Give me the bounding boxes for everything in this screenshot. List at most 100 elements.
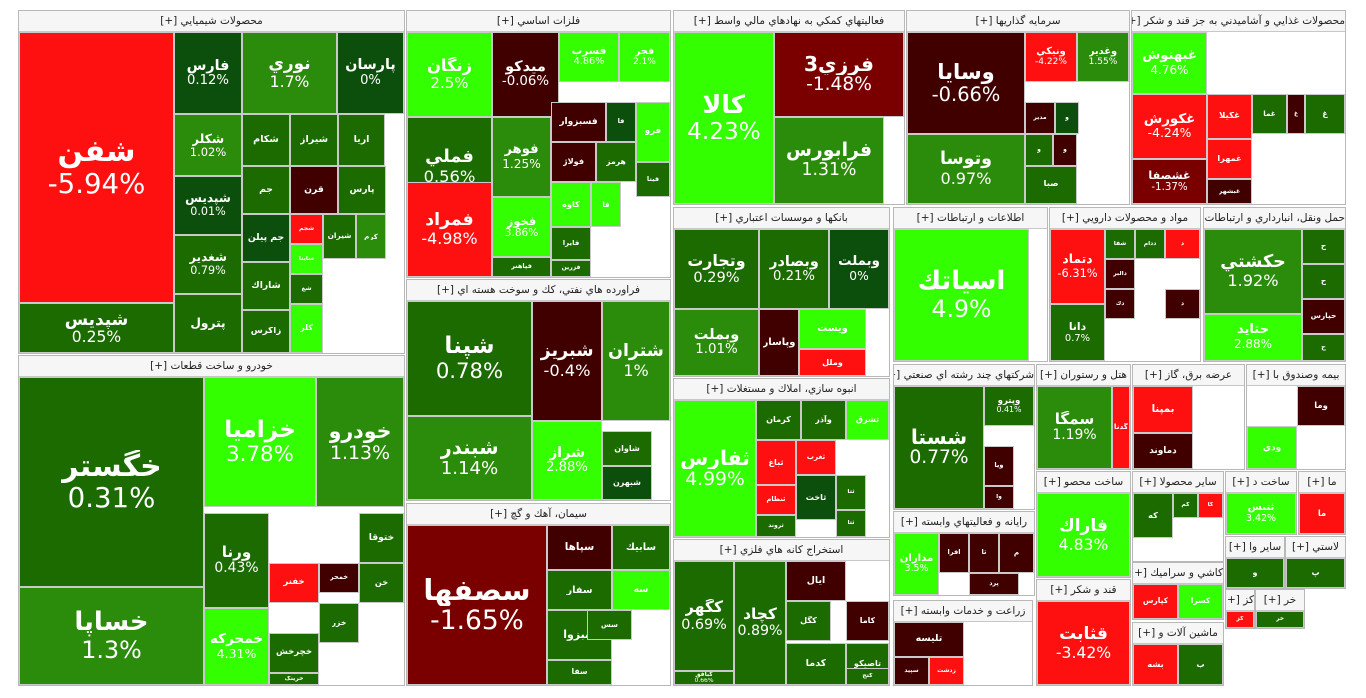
stock-tile[interactable]: كبافق 0.66% [674, 671, 734, 685]
stock-tile[interactable]: ويست [799, 309, 866, 349]
stock-tile[interactable]: فمراد -4.98% [407, 182, 492, 277]
stock-tile[interactable]: وتوسا 0.97% [907, 134, 1025, 204]
stock-tile[interactable]: وملل [799, 349, 866, 376]
sector-title[interactable]: سيمان، آهك و گچ [+] [407, 504, 670, 525]
stock-tile[interactable]: و [1053, 134, 1077, 166]
sector-title[interactable]: ساخت د [+] [1226, 472, 1296, 493]
stock-tile[interactable]: بمپنا [1133, 386, 1193, 433]
sector-title[interactable]: ماشين آلات و [+] [1133, 623, 1223, 644]
stock-tile[interactable]: ختوقا [359, 513, 404, 563]
stock-tile[interactable]: ثتا [836, 510, 866, 537]
stock-tile[interactable]: كم [1173, 493, 1198, 518]
sector-title[interactable]: محصولات غذايي و آشاميدني به جز قند و شكر… [1132, 11, 1345, 32]
sector-title[interactable]: ساير وا [+] [1226, 537, 1284, 558]
stock-tile[interactable]: پرد [969, 573, 1019, 595]
stock-tile[interactable]: پارسان 0% [337, 32, 404, 114]
sector-title[interactable]: هتل و رستوران [+] [1037, 365, 1130, 386]
stock-tile[interactable]: دالبر [1105, 259, 1135, 289]
stock-tile[interactable]: شپنا 0.78% [407, 301, 532, 416]
stock-tile[interactable]: خمحر [319, 563, 359, 593]
stock-tile[interactable]: م [999, 533, 1034, 573]
stock-tile[interactable]: سس [587, 610, 632, 640]
stock-tile[interactable]: خزاميا 3.78% [204, 377, 316, 507]
sector-title[interactable]: ساير محصولا [+] [1133, 472, 1223, 493]
sector-title[interactable]: محصولات شيميايي [+] [19, 11, 404, 32]
stock-tile[interactable]: پترول [174, 294, 242, 353]
stock-tile[interactable]: وبملت 0% [829, 229, 889, 309]
sector-title[interactable]: سرمايه گذاريها [+] [907, 11, 1129, 32]
sector-title[interactable]: فلزات اساسي [+] [407, 11, 670, 32]
stock-tile[interactable]: سمگا 1.19% [1037, 386, 1112, 469]
stock-tile[interactable]: ثتبس 3.42% [1226, 493, 1296, 534]
stock-tile[interactable]: ميدكو -0.06% [492, 32, 559, 117]
stock-tile[interactable]: ح [1302, 334, 1345, 361]
stock-tile[interactable]: كسرا [1178, 584, 1223, 619]
stock-tile[interactable]: شپديس 0.25% [19, 303, 174, 353]
sector-title[interactable]: ساخت محصو [+] [1037, 472, 1130, 493]
stock-tile[interactable]: شكام [242, 114, 290, 166]
stock-tile[interactable]: شاراك [242, 262, 290, 310]
stock-tile[interactable]: غشصفا -1.37% [1132, 159, 1207, 204]
sector-title[interactable]: فراورده هاي نفتي، كك و سوخت هسته اي [+] [407, 280, 670, 301]
stock-tile[interactable]: ساينا [290, 244, 323, 274]
sector-title[interactable]: عرضه برق، گاز [+] [1133, 365, 1244, 386]
stock-tile[interactable]: وما [1297, 386, 1345, 426]
stock-tile[interactable]: ورنا 0.43% [204, 513, 269, 608]
stock-tile[interactable]: آريا [338, 114, 385, 166]
stock-tile[interactable]: كز [1226, 611, 1254, 628]
stock-tile[interactable]: سپاها [547, 525, 612, 570]
sector-title[interactable]: خر [+] [1256, 590, 1304, 611]
sector-title[interactable]: زراعت و خدمات وابسته [+] [894, 601, 1032, 622]
stock-tile[interactable]: وآذر [801, 400, 846, 440]
stock-tile[interactable]: و [1055, 102, 1079, 134]
stock-tile[interactable]: شبهرن [602, 466, 652, 500]
stock-tile[interactable]: افرا [939, 533, 969, 573]
stock-tile[interactable]: وبصادر 0.21% [759, 229, 829, 309]
stock-tile[interactable]: مداران 3.5% [894, 533, 939, 595]
stock-tile[interactable]: وسايا -0.66% [907, 32, 1025, 134]
sector-title[interactable]: رايانه و فعاليتهاي وابسته [+] [894, 512, 1034, 533]
stock-tile[interactable]: جم [242, 166, 290, 214]
stock-tile[interactable]: وپترو 0.41% [984, 386, 1034, 426]
sector-title[interactable]: بيمه وصندوق با [+] [1247, 365, 1345, 386]
stock-tile[interactable]: شيران [323, 214, 356, 259]
stock-tile[interactable]: زنگان 2.5% [407, 32, 492, 117]
stock-tile[interactable]: سفار [547, 570, 612, 610]
stock-tile[interactable]: سه [612, 570, 670, 610]
stock-tile[interactable]: فولاژ [551, 142, 596, 182]
stock-tile[interactable]: تليسه [894, 622, 964, 657]
stock-tile[interactable]: ثفارس 4.99% [674, 400, 756, 537]
sector-title[interactable]: شركتهاي چند رشته اي صنعتي [+] [894, 365, 1034, 386]
sector-title[interactable]: كز [+] [1226, 590, 1254, 611]
stock-tile[interactable]: ددام [1135, 229, 1165, 259]
stock-tile[interactable]: دانا 0.7% [1050, 304, 1105, 361]
stock-tile[interactable]: كرم [356, 214, 386, 259]
stock-tile[interactable]: كا [1198, 493, 1223, 518]
stock-tile[interactable]: فپاهنر [492, 257, 551, 277]
sector-title[interactable]: خودرو و ساخت قطعات [+] [19, 356, 404, 377]
stock-tile[interactable]: هرمز [596, 142, 636, 182]
stock-tile[interactable]: حتايد 2.88% [1204, 314, 1302, 361]
sector-title[interactable]: بانكها و موسسات اعتباري [+] [674, 208, 889, 229]
stock-tile[interactable]: فرزي3 -1.48% [774, 32, 904, 117]
stock-tile[interactable]: كاوه [551, 182, 591, 227]
stock-tile[interactable]: فرابورس 1.31% [774, 117, 884, 204]
stock-tile[interactable]: خزر [319, 603, 359, 643]
stock-tile[interactable]: كگل [786, 601, 831, 641]
stock-tile[interactable]: وبملت 1.01% [674, 309, 759, 376]
stock-tile[interactable]: شغدير 0.79% [174, 235, 242, 294]
stock-tile[interactable]: ثغرب [796, 440, 836, 475]
stock-tile[interactable]: غ [1287, 94, 1305, 134]
stock-tile[interactable]: دماوند [1133, 433, 1193, 469]
stock-tile[interactable]: غمهرا [1207, 139, 1252, 179]
sector-title[interactable]: حمل ونقل، انبارداري و ارتباطات [+] [1204, 208, 1345, 229]
stock-tile[interactable]: خرينگ [269, 673, 319, 685]
stock-tile[interactable]: شاوان [602, 431, 652, 466]
stock-tile[interactable]: شكلر 1.02% [174, 114, 242, 176]
stock-tile[interactable]: بشه [1133, 644, 1178, 685]
stock-tile[interactable]: ونيكي -4.22% [1025, 32, 1077, 82]
stock-tile[interactable]: ودي [1247, 426, 1297, 469]
stock-tile[interactable]: غكورش -4.24% [1132, 94, 1207, 159]
stock-tile[interactable]: ويا [984, 446, 1014, 486]
stock-tile[interactable]: و [1025, 134, 1053, 166]
